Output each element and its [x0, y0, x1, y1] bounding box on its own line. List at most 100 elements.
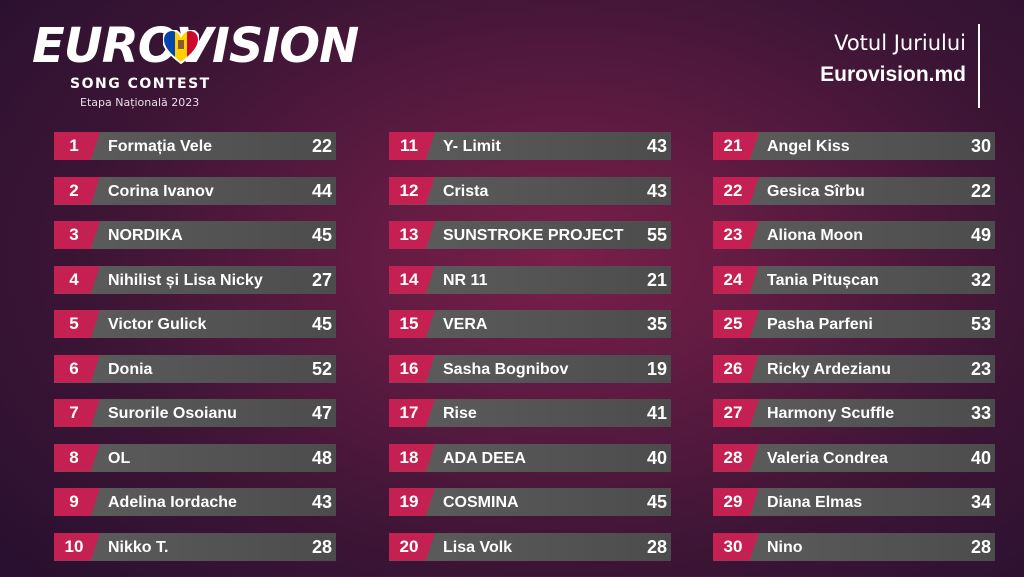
rank-number: 7	[69, 403, 79, 422]
result-row: 18 ADA DEEA 40	[389, 443, 671, 472]
result-row: 8 OL 48	[54, 443, 336, 472]
points-value: 45	[646, 492, 667, 512]
result-row: 6 Donia 52	[54, 354, 336, 383]
participant-name: Gesica Sîrbu	[767, 182, 865, 200]
participant-name: Crista	[443, 182, 489, 200]
header-title: Votul Juriului	[834, 31, 966, 55]
row-background	[54, 132, 336, 160]
rank-number: 29	[723, 492, 743, 511]
points-value: 21	[646, 269, 667, 290]
row-background	[713, 176, 995, 205]
rank-number: 19	[399, 492, 419, 511]
participant-name: SUNSTROKE PROJECT	[443, 227, 624, 244]
participant-name: Diana Elmas	[767, 494, 863, 511]
result-row: 2 Corina Ivanov 44	[54, 176, 336, 205]
row-background	[389, 399, 671, 427]
logo-subtitle: SONG CONTEST	[70, 76, 211, 92]
participant-name: OL	[108, 449, 131, 467]
participant-name: Ricky Ardezianu	[767, 360, 891, 378]
results-column-3: 21 Angel Kiss 30 22 Gesica Sîrbu 22 23 Aliona M…	[713, 132, 995, 577]
points-value: 32	[970, 269, 991, 290]
row-background	[713, 265, 995, 294]
result-row: 16 Sasha Bognibov 19	[389, 354, 671, 383]
rank-number: 12	[399, 180, 419, 200]
participant-name: Corina Ivanov	[108, 182, 214, 200]
row-background	[389, 354, 671, 383]
points-value: 53	[970, 314, 991, 334]
row-background	[389, 132, 671, 160]
points-value: 45	[311, 225, 332, 245]
points-value: 48	[311, 447, 332, 468]
rank-number: 15	[399, 314, 419, 333]
rank-badge	[713, 488, 759, 516]
row-background	[713, 488, 995, 516]
participant-name: Pasha Parfeni	[767, 316, 873, 333]
header-divider	[978, 24, 980, 108]
points-value: 28	[646, 536, 667, 557]
result-row: 30 Nino 28	[713, 532, 995, 561]
row-background	[713, 221, 995, 249]
row-background	[713, 399, 995, 427]
participant-name: Lisa Volk	[443, 538, 513, 556]
rank-badge	[713, 132, 759, 160]
eurovision-logo: EUROVISION SONG CONTEST Etapa Națională …	[30, 18, 359, 113]
row-background	[54, 265, 336, 294]
result-row: 4 Nihilist și Lisa Nicky 27	[54, 265, 336, 294]
rank-badge	[713, 443, 759, 472]
participant-name: Angel Kiss	[767, 138, 850, 155]
logo-edition: Etapa Națională 2023	[80, 96, 200, 109]
points-value: 45	[311, 314, 332, 334]
points-value: 43	[311, 492, 332, 512]
points-value: 44	[311, 180, 332, 201]
points-value: 49	[970, 225, 991, 245]
row-background	[54, 221, 336, 249]
participant-name: Nino	[767, 538, 803, 556]
points-value: 52	[311, 358, 332, 379]
rank-number: 1	[69, 136, 79, 155]
points-value: 47	[311, 403, 332, 423]
points-value: 23	[970, 358, 991, 379]
result-row: 10 Nikko T. 28	[54, 532, 336, 561]
rank-number: 24	[723, 269, 743, 289]
participant-name: Aliona Moon	[767, 227, 863, 244]
points-value: 27	[311, 269, 332, 290]
result-row: 22 Gesica Sîrbu 22	[713, 176, 995, 205]
results-column-1: 1 Formația Vele 22 2 Corina Ivanov 44 3 NORDIKA…	[54, 132, 336, 577]
participant-name: Donia	[108, 360, 153, 378]
participant-name: Y- Limit	[443, 138, 501, 155]
row-background	[389, 221, 671, 249]
result-row: 21 Angel Kiss 30	[713, 132, 995, 160]
row-background	[389, 443, 671, 472]
participant-name: ADA DEEA	[443, 449, 526, 467]
row-background	[54, 176, 336, 205]
rank-number: 25	[723, 314, 743, 333]
rank-number: 30	[723, 536, 743, 556]
rank-badge	[713, 176, 759, 205]
rank-badge	[713, 399, 759, 427]
rank-badge	[713, 221, 759, 249]
participant-name: COSMINA	[443, 494, 519, 511]
rank-number: 26	[723, 358, 743, 378]
participant-name: Formația Vele	[108, 138, 213, 155]
points-value: 28	[970, 536, 991, 557]
result-row: 24 Tania Pitușcan 32	[713, 265, 995, 294]
rank-number: 2	[69, 180, 79, 200]
rank-badge	[54, 532, 100, 561]
result-row: 20 Lisa Volk 28	[389, 532, 671, 561]
result-row: 25 Pasha Parfeni 53	[713, 310, 995, 338]
result-row: 14 NR 11 21	[389, 265, 671, 294]
participant-name: Surorile Osoianu	[108, 405, 237, 422]
result-row: 29 Diana Elmas 34	[713, 488, 995, 516]
points-value: 41	[646, 403, 667, 423]
row-background	[713, 443, 995, 472]
row-background	[713, 132, 995, 160]
row-background	[54, 532, 336, 561]
points-value: 19	[646, 358, 667, 379]
rank-number: 22	[723, 180, 743, 200]
result-row: 26 Ricky Ardezianu 23	[713, 354, 995, 383]
rank-badge	[713, 532, 759, 561]
points-value: 30	[970, 136, 991, 156]
result-row: 7 Surorile Osoianu 47	[54, 399, 336, 427]
result-row: 19 COSMINA 45	[389, 488, 671, 516]
row-background	[54, 488, 336, 516]
